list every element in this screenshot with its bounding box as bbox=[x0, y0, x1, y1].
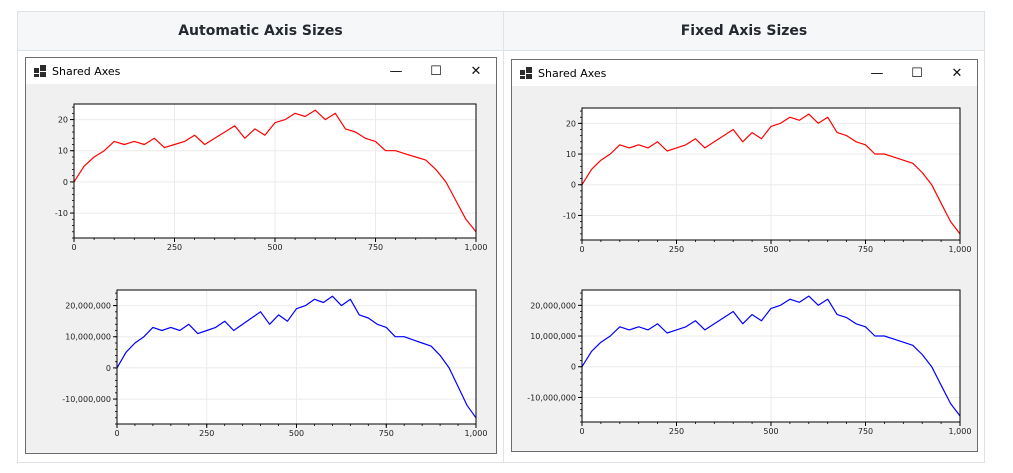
chart-2-y-tick-label: 0 bbox=[571, 181, 576, 190]
column-divider bbox=[503, 12, 504, 462]
close-button[interactable]: ✕ bbox=[951, 65, 963, 81]
chart-3-x-tick-label: 1,000 bbox=[949, 427, 972, 436]
chart-2-x-tick-label: 750 bbox=[858, 245, 873, 254]
chart-3-x-tick-label: 500 bbox=[763, 427, 778, 436]
chart-1-y-tick-label: 0 bbox=[106, 364, 111, 373]
chart-2-x-tick-label: 500 bbox=[763, 245, 778, 254]
window-title-bar[interactable]: Shared Axes — ☐ ✕ bbox=[26, 58, 496, 84]
docs-comparison-table: Automatic Axis Sizes Fixed Axis Sizes Sh… bbox=[17, 11, 985, 463]
chart-2-x-tick-label: 250 bbox=[669, 245, 684, 254]
chart-0-x-tick-label: 0 bbox=[71, 243, 76, 252]
chart-3-y-tick-label: 0 bbox=[571, 363, 576, 372]
chart-1-series-line-0 bbox=[116, 295, 477, 419]
close-button[interactable]: ✕ bbox=[470, 63, 482, 79]
chart-1-y-tick-label: -10,000,000 bbox=[62, 395, 111, 404]
chart-3-x-tick-label: 0 bbox=[579, 427, 584, 436]
chart-0-plot-frame bbox=[73, 103, 477, 239]
minimize-button[interactable]: — bbox=[870, 65, 884, 81]
column-header-fixed: Fixed Axis Sizes bbox=[504, 12, 984, 51]
maximize-button[interactable]: ☐ bbox=[911, 65, 923, 81]
minimize-button[interactable]: — bbox=[389, 63, 403, 79]
chart-3-y-tick-label: -10,000,000 bbox=[527, 393, 576, 402]
chart-1-y-tick-label: 10,000,000 bbox=[65, 333, 111, 342]
app-icon bbox=[520, 67, 532, 79]
chart-0-x-tick-label: 500 bbox=[267, 243, 282, 252]
shared-axes-window-automatic: Shared Axes — ☐ ✕ 0 250 500 750 1,000 20 10 0 -1… bbox=[25, 57, 497, 454]
window-title: Shared Axes bbox=[538, 66, 607, 80]
window-title: Shared Axes bbox=[52, 64, 121, 78]
chart-3-x-tick-label: 750 bbox=[858, 427, 873, 436]
chart-0-x-tick-label: 1,000 bbox=[465, 243, 488, 252]
chart-3-series-line-0 bbox=[581, 295, 961, 417]
chart-2-y-tick-label: -10 bbox=[563, 211, 576, 220]
plot-area-automatic[interactable]: 0 250 500 750 1,000 20 10 0 -10 0 250 500 750 1,000 20… bbox=[26, 84, 496, 453]
chart-0-y-tick-label: -10 bbox=[55, 209, 68, 218]
chart-1-x-tick-label: 500 bbox=[289, 429, 304, 438]
chart-1-x-tick-label: 250 bbox=[199, 429, 214, 438]
chart-2-x-tick-label: 0 bbox=[579, 245, 584, 254]
chart-1-x-tick-label: 750 bbox=[379, 429, 394, 438]
chart-0-y-tick-label: 10 bbox=[58, 147, 68, 156]
chart-3-plot-frame bbox=[581, 289, 961, 423]
chart-1-plot-frame bbox=[116, 289, 477, 425]
chart-1-x-tick-label: 1,000 bbox=[465, 429, 488, 438]
chart-3-y-tick-label: 20,000,000 bbox=[530, 301, 576, 310]
chart-3-x-tick-label: 250 bbox=[669, 427, 684, 436]
column-header-automatic: Automatic Axis Sizes bbox=[18, 12, 504, 51]
shared-axes-window-fixed: Shared Axes — ☐ ✕ 0 250 500 750 1,000 20 10 0 -1… bbox=[511, 59, 978, 452]
chart-2-y-tick-label: 10 bbox=[566, 150, 576, 159]
chart-0-series-line-0 bbox=[73, 109, 477, 233]
chart-2-x-tick-label: 1,000 bbox=[949, 245, 972, 254]
chart-0-y-tick-label: 0 bbox=[63, 178, 68, 187]
chart-3-y-tick-label: 10,000,000 bbox=[530, 332, 576, 341]
plot-area-fixed[interactable]: 0 250 500 750 1,000 20 10 0 -10 0 250 500 750 1,000 20… bbox=[512, 86, 977, 451]
app-icon bbox=[34, 65, 46, 77]
chart-0-x-tick-label: 750 bbox=[368, 243, 383, 252]
window-title-bar[interactable]: Shared Axes — ☐ ✕ bbox=[512, 60, 977, 86]
chart-2-series-line-0 bbox=[581, 113, 961, 235]
chart-0-y-tick-label: 20 bbox=[58, 116, 68, 125]
chart-0-x-tick-label: 250 bbox=[167, 243, 182, 252]
chart-1-y-tick-label: 20,000,000 bbox=[65, 302, 111, 311]
chart-1-x-tick-label: 0 bbox=[114, 429, 119, 438]
chart-2-y-tick-label: 20 bbox=[566, 119, 576, 128]
maximize-button[interactable]: ☐ bbox=[430, 63, 442, 79]
chart-2-plot-frame bbox=[581, 107, 961, 241]
